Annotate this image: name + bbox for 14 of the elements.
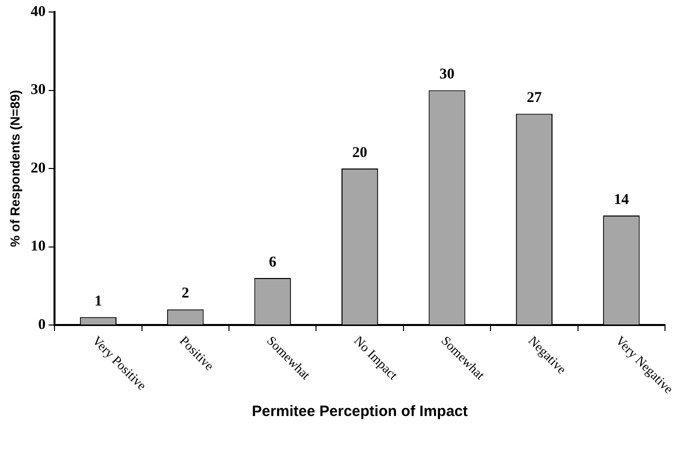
data-label: 14 — [614, 192, 630, 208]
data-label: 6 — [268, 254, 277, 270]
data-label: 1 — [94, 294, 102, 310]
data-label: 27 — [526, 90, 542, 106]
y-axis-title: % of Respondents (N=89) — [7, 90, 22, 248]
y-tick-label: 40 — [30, 4, 46, 20]
data-label: 20 — [352, 144, 368, 161]
data-label: 2 — [182, 286, 190, 302]
y-tick-label: 30 — [30, 82, 46, 98]
data-label: 30 — [440, 66, 454, 83]
y-tick-label: 20 — [30, 160, 46, 176]
y-tick-label: 0 — [38, 316, 46, 333]
x-axis-title: Permitee Perception of Impact — [252, 403, 468, 420]
y-tick-label: 10 — [30, 238, 46, 255]
